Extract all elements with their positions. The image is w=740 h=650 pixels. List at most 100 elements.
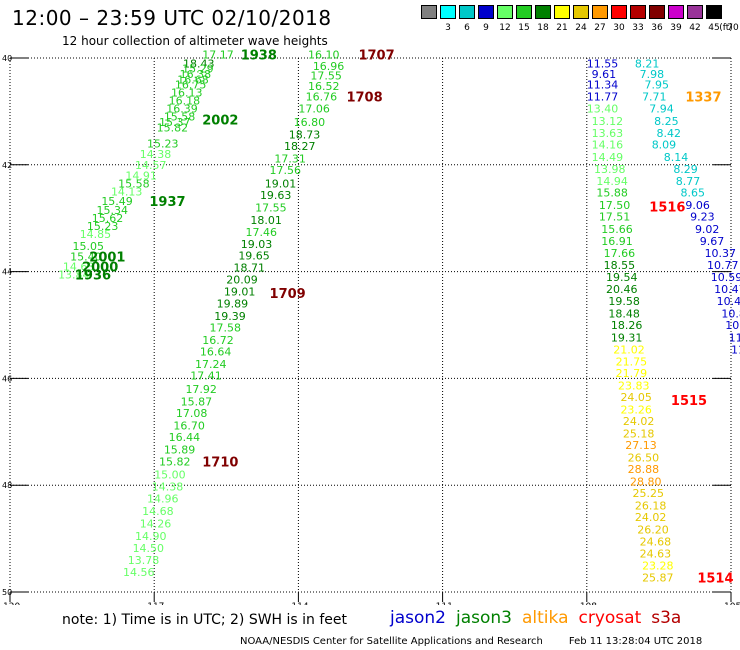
swh-value-label: 24.05 <box>620 391 652 404</box>
swh-value-label: 7.94 <box>649 103 674 116</box>
swh-value-label: 14.49 <box>592 151 624 164</box>
pass-time-label: 1710 <box>202 456 238 471</box>
swh-value-label: 14.16 <box>592 139 624 152</box>
pass-time-label: 2001 <box>89 251 125 266</box>
swh-value-label: 27.13 <box>625 439 657 452</box>
swh-value-label: 23.26 <box>620 403 652 416</box>
swh-value-label: 15.23 <box>147 137 179 150</box>
swh-value-label: 21.75 <box>616 355 648 368</box>
swh-value-label: 14.68 <box>142 505 174 518</box>
footer-credit: NOAA/NESDIS Center for Satellite Applica… <box>240 636 543 647</box>
swh-value-label: 15.49 <box>101 195 132 208</box>
swh-value-label: 16.10 <box>308 48 340 61</box>
scale-label: 36 <box>651 23 663 33</box>
lon-tick-label: -111 <box>432 602 452 605</box>
lat-tick-label: 42 <box>2 161 12 170</box>
swh-value-label: 24.02 <box>623 415 655 428</box>
swh-value-label: 24.63 <box>640 548 672 561</box>
pass-time-label: 2002 <box>202 113 238 128</box>
scale-swatch <box>516 5 532 19</box>
swh-value-label: 8.42 <box>656 127 681 140</box>
scale-swatch <box>592 5 608 19</box>
swh-value-label: 18.26 <box>611 319 643 332</box>
swh-value-label: 8.09 <box>652 139 677 152</box>
swh-value-label: 15.82 <box>159 456 191 469</box>
swh-value-label: 18.73 <box>289 128 321 141</box>
swh-value-label: 14.38 <box>152 480 184 493</box>
swh-value-label: 17.55 <box>310 70 342 83</box>
swh-value-label: 16.80 <box>294 116 326 129</box>
scale-label: 15 <box>518 23 530 33</box>
swh-value-label: 18.27 <box>284 140 316 153</box>
swh-value-label: 19.63 <box>260 189 292 202</box>
scale-label: 6 <box>464 23 470 33</box>
swh-value-label: 13.63 <box>592 127 624 140</box>
swh-value-label: 15.37 <box>159 116 191 129</box>
swh-value-label: 16.91 <box>601 235 633 248</box>
swh-value-label: 19.01 <box>224 285 256 298</box>
swh-value-label: 15.00 <box>154 469 186 482</box>
scale-label: 39 <box>670 23 682 33</box>
swh-value-label: 9.06 <box>685 199 710 212</box>
legend-entry: s3a <box>651 608 682 628</box>
scale-label: 30 <box>613 23 625 33</box>
units-note: note: 1) Time is in UTC; 2) SWH is in fe… <box>62 612 348 628</box>
swh-value-label: 21.02 <box>613 344 645 357</box>
lon-tick-label: -117 <box>144 602 164 605</box>
swh-value-label: 15.34 <box>97 204 128 217</box>
swh-value-label: 9.02 <box>695 223 720 236</box>
swh-value-label: 17.17 <box>202 48 234 61</box>
swh-value-label: 10.89 <box>721 307 740 320</box>
lat-tick-label: 50 <box>2 588 12 597</box>
swh-value-label: 18.71 <box>234 261 266 274</box>
swh-value-label: 18.55 <box>604 259 636 272</box>
swh-value-label: 25.87 <box>642 572 674 585</box>
wave-height-map: 40 42 44 46 48 50 -120 -117 -114 -111 -108 -105 17.1… <box>0 48 740 605</box>
swh-value-label: 8.14 <box>664 151 689 164</box>
lat-tick-label: 48 <box>2 481 12 490</box>
swh-value-label: 20.09 <box>226 274 257 287</box>
swh-value-label: 10.37 <box>705 247 737 260</box>
pass-time-label: 1936 <box>75 268 111 283</box>
scale-swatch <box>611 5 627 19</box>
swh-value-label: 19.89 <box>217 298 249 311</box>
swh-value-label: 25.18 <box>623 427 655 440</box>
swh-value-label: 18.01 <box>250 214 281 227</box>
swh-value-label: 19.39 <box>214 310 246 323</box>
pass-time-label: 1709 <box>270 287 306 302</box>
swh-value-label: 19.31 <box>611 331 643 344</box>
swh-value-label: 16.76 <box>306 90 338 103</box>
swh-value-label: 14.38 <box>140 148 172 161</box>
lon-tick-label: -105 <box>721 602 740 605</box>
swh-value-label: 11 <box>731 344 740 357</box>
swh-value-label: 28.88 <box>628 463 660 476</box>
page-title: 12:00 – 23:59 UTC 02/10/2018 <box>12 6 332 30</box>
lat-tick-label: 44 <box>2 268 12 277</box>
scale-swatch <box>573 5 589 19</box>
swh-value-label: 13.98 <box>594 163 626 176</box>
swh-value-label: 11.34 <box>587 79 619 92</box>
swh-value-label: 7.98 <box>640 68 665 81</box>
swh-value-label: 15.05 <box>72 240 104 253</box>
swh-value-label: 8.29 <box>673 163 698 176</box>
swh-value-label: 17.66 <box>604 247 636 260</box>
swh-value-label: 19.58 <box>608 295 640 308</box>
swh-value-label: 16.44 <box>169 431 201 444</box>
swh-value-label: 21.79 <box>616 367 648 380</box>
swh-value-label: 10.44 <box>717 295 740 308</box>
footer-timestamp: Feb 11 13:28:04 UTC 2018 <box>568 636 703 647</box>
lon-tick-label: -120 <box>0 602 20 605</box>
swh-value-label: 16.39 <box>166 103 198 116</box>
scale-label: 3 <box>445 23 451 33</box>
swh-value-label: 17.58 <box>209 322 241 335</box>
scale-swatch <box>554 5 570 19</box>
page-subtitle: 12 hour collection of altimeter wave hei… <box>62 34 328 48</box>
scale-swatch <box>706 5 722 19</box>
swh-value-label: 23.28 <box>642 559 674 572</box>
pass-time-label: 1514 <box>697 572 733 587</box>
lon-tick-label: -108 <box>577 602 598 605</box>
swh-value-label: 15.62 <box>92 212 124 225</box>
swh-value-label: 15.66 <box>601 223 633 236</box>
swh-value-label: 8.25 <box>654 115 679 128</box>
swh-value-label: 13.78 <box>128 554 160 567</box>
